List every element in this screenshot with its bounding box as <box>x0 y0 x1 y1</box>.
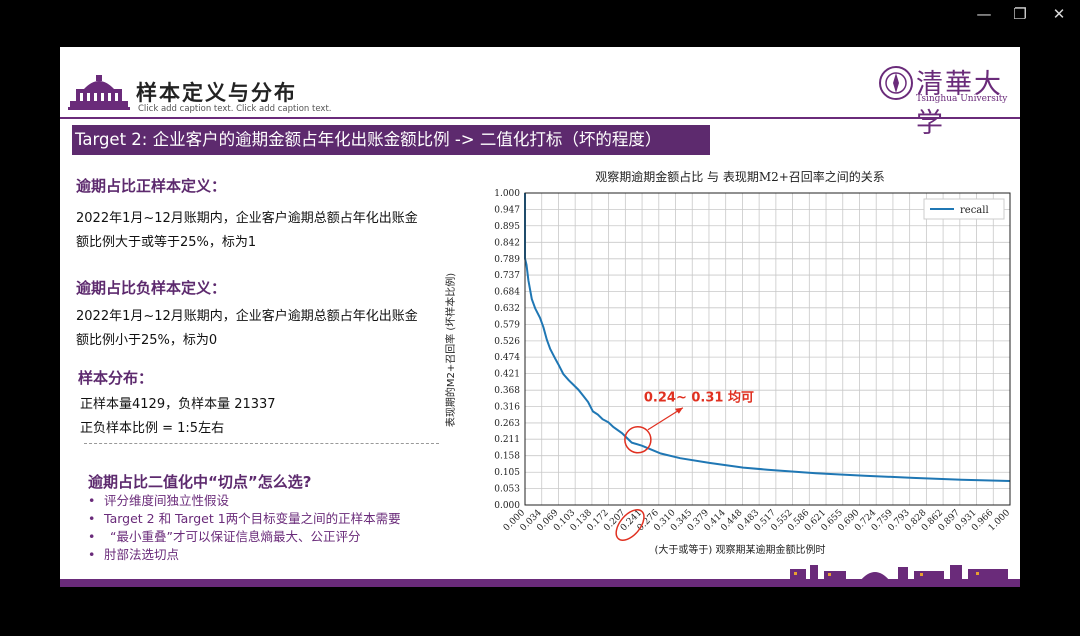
y-tick-label: 0.684 <box>494 288 520 298</box>
campus-building-logo <box>68 75 130 110</box>
close-button[interactable]: ✕ <box>1052 5 1066 23</box>
negative-sample-heading: 逾期占比负样本定义： <box>76 279 227 297</box>
campus-skyline-decoration <box>790 565 1008 581</box>
xtick-highlight <box>615 509 645 541</box>
y-tick-label: 0.895 <box>494 222 520 232</box>
section-banner: Target 2: 企业客户的逾期金额占年化出账金额比例 -> 二值化打标（坏的… <box>72 125 710 155</box>
annotation-arrowhead <box>674 407 683 414</box>
dashed-divider <box>84 443 439 444</box>
cutpoint-highlight <box>624 425 652 454</box>
y-tick-label: 0.789 <box>494 255 520 265</box>
y-tick-label: 0.526 <box>494 337 520 347</box>
cutpoint-heading: 逾期占比二值化中“切点”怎么选? <box>88 473 312 491</box>
list-item: 评分维度间独立性假设 <box>86 492 401 510</box>
university-name: 清華大学 <box>916 69 1003 139</box>
negative-sample-def: 2022年1月~12月账期内，企业客户逾期总额占年化出账金 额比例小于25%，标为… <box>76 309 418 348</box>
y-tick-label: 0.000 <box>494 501 520 511</box>
y-axis-label: 表现期的M2+召回率 (坏样本比例) <box>444 273 457 427</box>
title-divider <box>60 117 1020 119</box>
footer-bar <box>60 579 1020 587</box>
chart-legend: recall <box>923 198 1005 220</box>
list-item: Target 2 和 Target 1两个目标变量之间的正样本需要 <box>86 510 401 528</box>
restore-button[interactable]: ❐ <box>1013 5 1027 23</box>
recall-chart: 观察期逾期金额占比 与 表现期M2+召回率之间的关系 表现期的M2+召回率 (坏… <box>444 169 1012 556</box>
y-tick-label: 0.211 <box>494 435 520 445</box>
minimize-button[interactable]: — <box>976 5 992 23</box>
slide-title: 样本定义与分布 <box>136 81 297 105</box>
x-axis-label: (大于或等于) 观察期某逾期金额比例时 <box>655 543 826 556</box>
y-tick-label: 0.632 <box>494 304 520 314</box>
positive-sample-def: 2022年1月~12月账期内，企业客户逾期总额占年化出账金 额比例大于或等于25%… <box>76 211 418 250</box>
y-tick-label: 0.737 <box>494 271 520 281</box>
slide-caption: Click add caption text. Click add captio… <box>138 104 332 114</box>
y-tick-label: 1.000 <box>494 189 520 199</box>
list-item: “最小重叠”才可以保证信息熵最大、公正评分 <box>86 528 401 546</box>
y-tick-label: 0.421 <box>494 370 520 380</box>
y-tick-label: 0.947 <box>494 206 520 216</box>
y-tick-label: 0.316 <box>494 402 520 412</box>
y-tick-label: 0.263 <box>494 419 520 429</box>
annotation-label: 0.24~ 0.31 均可 <box>644 390 754 406</box>
positive-sample-heading: 逾期占比正样本定义： <box>76 177 227 195</box>
y-tick-label: 0.105 <box>494 468 520 478</box>
y-tick-label: 0.053 <box>494 484 520 494</box>
university-name-en: Tsinghua University <box>916 94 1008 104</box>
distribution-heading: 样本分布： <box>78 369 154 387</box>
cutpoint-bullets: 评分维度间独立性假设 Target 2 和 Target 1两个目标变量之间的正… <box>86 492 401 564</box>
y-tick-label: 0.158 <box>494 452 520 462</box>
distribution-text: 正样本量4129，负样本量 21337 正负样本比例 = 1:5左右 <box>80 397 276 436</box>
legend-label: recall <box>960 205 989 216</box>
list-item: 肘部法选切点 <box>86 546 401 564</box>
y-tick-label: 0.474 <box>494 353 520 363</box>
slide: 样本定义与分布 Click add caption text. Click ad… <box>60 47 1020 587</box>
y-tick-label: 0.368 <box>494 386 520 396</box>
y-tick-label: 0.842 <box>494 238 520 248</box>
recall-line <box>524 193 1011 482</box>
chart-title: 观察期逾期金额占比 与 表现期M2+召回率之间的关系 <box>595 169 885 184</box>
y-tick-label: 0.579 <box>494 320 520 330</box>
tsinghua-seal-icon <box>879 66 913 100</box>
